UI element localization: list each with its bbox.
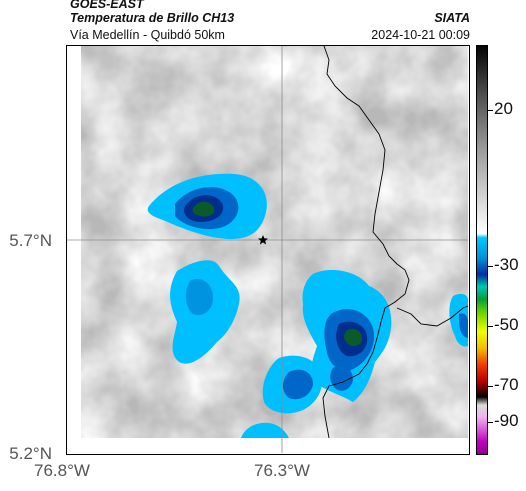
map-panel[interactable] <box>66 45 470 455</box>
datetime-label: 2024-10-21 00:09 <box>371 28 470 42</box>
satellite-title: GOES-EAST <box>70 0 144 11</box>
colorbar-tick <box>488 266 493 267</box>
colorbar-label-minus-90: -90 <box>494 411 519 430</box>
warm-cloud-field <box>81 46 468 438</box>
borders <box>322 46 468 439</box>
cold-cloud-tops <box>147 173 468 438</box>
lat-label-5-2: 5.2°N <box>9 444 52 463</box>
lon-label-76-8: 76.8°W <box>34 461 90 480</box>
colorbar <box>476 45 488 455</box>
location-star-marker <box>258 235 268 245</box>
colorbar-tick <box>488 110 493 111</box>
lat-label-5-7: 5.7°N <box>9 231 52 250</box>
gridlines <box>67 46 468 453</box>
colorbar-label-minus-50: -50 <box>494 315 519 334</box>
product-title: Temperatura de Brillo CH13 <box>70 11 235 25</box>
colorbar-tick <box>488 422 493 423</box>
lon-label-76-3: 76.3°W <box>254 461 310 480</box>
region-subtitle: Vía Medellín - Quibdó 50km <box>70 28 225 42</box>
brightness-temperature-map <box>67 46 468 453</box>
colorbar-tick <box>488 386 493 387</box>
colorbar-label-minus-70: -70 <box>494 375 519 394</box>
colorbar-label-20: 20 <box>494 99 513 118</box>
colorbar-tick <box>488 326 493 327</box>
source-label: SIATA <box>434 11 470 25</box>
colorbar-label-minus-30: -30 <box>494 255 519 274</box>
